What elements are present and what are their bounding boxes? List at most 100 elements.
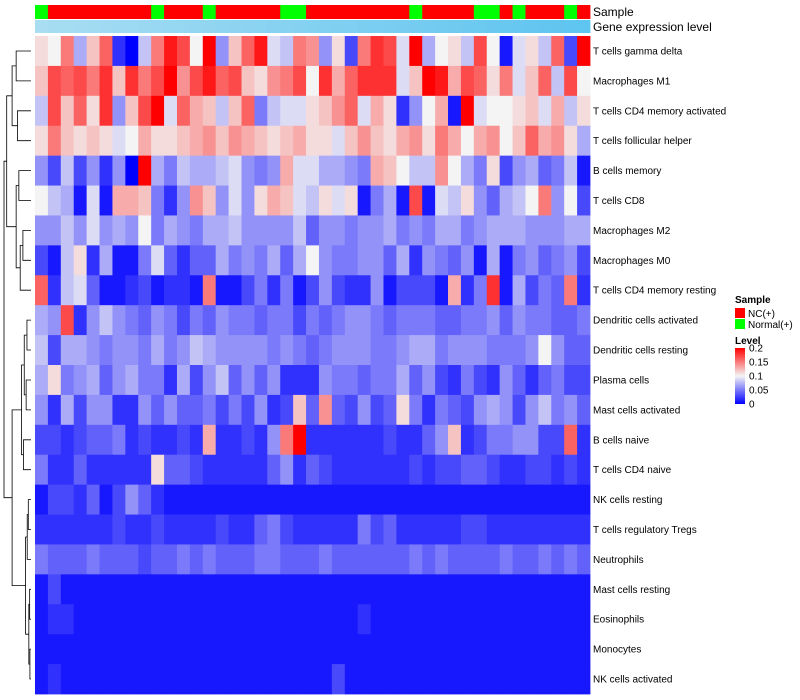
heatmap-cell [60, 514, 75, 545]
heatmap-cell [538, 634, 552, 665]
heatmap-cell [344, 484, 359, 515]
heatmap-cell [422, 365, 436, 396]
heatmap-cell [99, 634, 113, 665]
heatmap-cell [112, 574, 126, 605]
heatmap-cell [357, 245, 371, 276]
heatmap-cell [331, 365, 346, 396]
heatmap-cell [551, 634, 565, 665]
heatmap-cell [551, 335, 565, 366]
heatmap-cell [435, 484, 449, 515]
heatmap-cell [538, 185, 552, 216]
heatmap-cell [280, 514, 294, 545]
heatmap-cell [396, 185, 410, 216]
heatmap-cell [409, 125, 423, 157]
heatmap-cell [228, 484, 242, 515]
heatmap-cell [422, 574, 436, 605]
row-label: Macrophages M2 [593, 226, 671, 237]
heatmap-cell [473, 185, 488, 216]
heatmap-cell [164, 125, 178, 157]
heatmap-cell [202, 305, 217, 336]
legend-level-tick: 0.2 [749, 344, 763, 355]
heatmap-cell [409, 365, 423, 396]
heatmap-cell [86, 335, 100, 366]
heatmap-cell [202, 574, 217, 605]
heatmap-cell [125, 36, 139, 67]
heatmap-cell [228, 604, 242, 635]
heatmap-cell [486, 634, 501, 665]
heatmap-cell [112, 245, 126, 276]
heatmap-cell [318, 604, 333, 635]
heatmap-cell [267, 245, 281, 276]
heatmap-cell [228, 365, 242, 396]
expression-level-cell [370, 20, 384, 33]
heatmap-cell [267, 305, 281, 336]
heatmap-cell [293, 394, 307, 426]
heatmap-cell [577, 125, 591, 157]
heatmap-cell [331, 335, 346, 366]
heatmap-cell [125, 454, 139, 486]
heatmap-cell [215, 365, 230, 396]
heatmap-cell [138, 245, 152, 276]
heatmap-cell [138, 604, 152, 635]
heatmap-cell [357, 514, 371, 545]
heatmap-cell [486, 365, 501, 396]
heatmap-cell [460, 634, 475, 665]
heatmap-cell [202, 65, 217, 97]
heatmap-cell [448, 185, 462, 216]
heatmap-cell [35, 544, 49, 575]
heatmap-cell [486, 125, 501, 157]
sample-annotation-cell [460, 5, 475, 19]
heatmap-cell [564, 634, 578, 665]
heatmap-cell [112, 65, 126, 97]
heatmap-cell [331, 484, 346, 515]
heatmap-cell [473, 544, 488, 575]
heatmap-cell [422, 634, 436, 665]
legend-normal-label: Normal(+) [748, 320, 793, 331]
heatmap-cell [448, 484, 462, 515]
row-label: T cells CD8 [593, 196, 645, 207]
heatmap-cell [215, 484, 230, 515]
heatmap-cell [499, 604, 513, 635]
heatmap-cell [86, 215, 100, 246]
heatmap-cell [357, 424, 371, 456]
heatmap-cell [99, 335, 113, 366]
heatmap-cell [577, 604, 591, 635]
heatmap-cell [99, 574, 113, 605]
heatmap-cell [47, 634, 62, 665]
row-label: T cells regulatory Tregs [593, 525, 697, 536]
heatmap-cell [47, 185, 62, 216]
heatmap-cell [125, 305, 139, 336]
heatmap-cell [35, 574, 49, 605]
row-dendrogram [3, 50, 31, 680]
heatmap-cell [138, 634, 152, 665]
heatmap-cell [112, 305, 126, 336]
heatmap-cell [151, 365, 165, 396]
heatmap-cell [86, 664, 100, 695]
heatmap-cell [241, 604, 255, 635]
heatmap-cell [370, 95, 384, 127]
sample-annotation-cell [176, 5, 191, 19]
heatmap-cell [460, 365, 475, 396]
heatmap-cell [448, 305, 462, 336]
heatmap-cell [396, 215, 410, 246]
heatmap-cell [564, 424, 578, 456]
heatmap-cell [383, 484, 397, 515]
heatmap-cell [318, 335, 333, 366]
heatmap-cell [473, 305, 488, 336]
expression-level-cell [86, 20, 100, 33]
expression-level-cell [215, 20, 230, 33]
heatmap-cell [564, 484, 578, 515]
heatmap-cell [164, 275, 178, 306]
heatmap-cell [47, 305, 62, 336]
heatmap-cell [202, 155, 217, 186]
heatmap-cell [460, 424, 475, 456]
heatmap-cell [254, 514, 268, 545]
heatmap-cell [435, 275, 449, 306]
heatmap-cell [60, 155, 75, 186]
heatmap-cell [357, 36, 371, 67]
sample-annotation-cell [486, 5, 501, 19]
dendrogram-branch [22, 230, 31, 261]
heatmap-cell [164, 185, 178, 216]
heatmap-cell [73, 215, 88, 246]
heatmap-cell [306, 65, 320, 97]
